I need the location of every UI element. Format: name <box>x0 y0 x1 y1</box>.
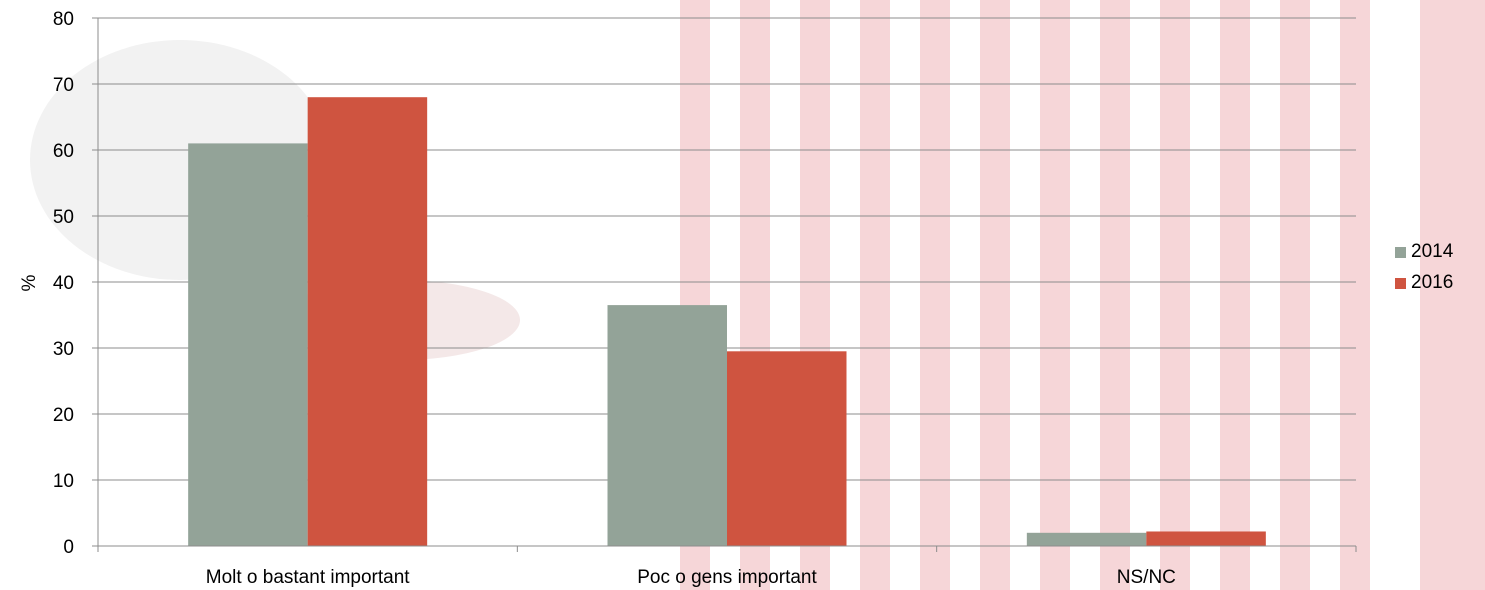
legend-swatch-2014 <box>1395 246 1406 258</box>
y-tick-label: 30 <box>53 339 74 360</box>
y-tick-label: 80 <box>53 9 74 30</box>
legend-item-2016: 2016 <box>1395 269 1453 297</box>
y-tick-label: 20 <box>53 405 74 426</box>
legend-label-2016: 2016 <box>1411 272 1454 293</box>
bars <box>188 97 1266 546</box>
y-tick-labels: 0 10 20 30 40 50 60 70 80 <box>53 9 74 558</box>
bar-2016-3 <box>1146 531 1266 546</box>
bar-2014-3 <box>1026 532 1147 546</box>
x-tick-label: Poc o gens important <box>637 567 817 588</box>
bar-2014-2 <box>607 305 727 546</box>
bar-2016-1 <box>307 97 428 546</box>
axes <box>92 17 1357 552</box>
y-tick-label: 60 <box>53 141 74 162</box>
y-tick-label: 10 <box>53 471 74 492</box>
legend-item-2014: 2014 <box>1395 238 1453 266</box>
x-tick-label: NS/NC <box>1117 567 1176 588</box>
y-tick-label: 40 <box>53 273 74 294</box>
bar-2014-1 <box>188 143 308 546</box>
bar-2016-2 <box>727 351 847 546</box>
y-tick-label: 50 <box>53 207 74 228</box>
legend-swatch-2016 <box>1395 277 1406 289</box>
y-tick-label: 70 <box>53 75 74 96</box>
legend-label-2014: 2014 <box>1411 241 1454 262</box>
y-tick-label: 0 <box>63 537 74 558</box>
y-axis-label: % <box>19 274 40 291</box>
x-tick-labels: Molt o bastant important Poc o gens impor… <box>206 567 1176 588</box>
x-tick-label: Molt o bastant important <box>206 567 411 588</box>
legend: 2014 2016 <box>1395 238 1453 300</box>
